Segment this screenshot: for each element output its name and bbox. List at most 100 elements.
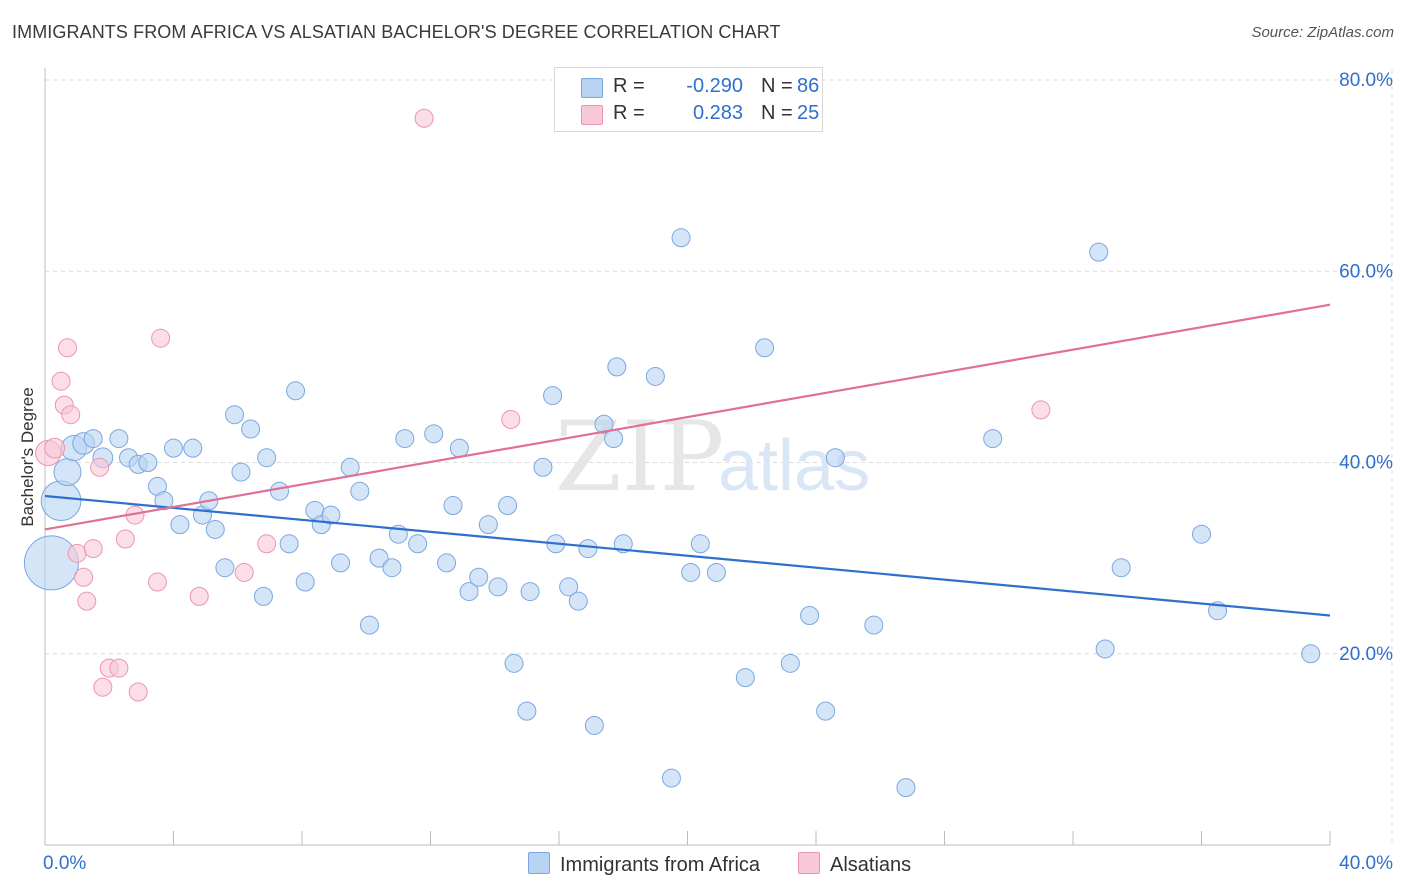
legend-n-value: 86 bbox=[797, 75, 820, 97]
africa-point bbox=[215, 558, 235, 578]
alsatian-point bbox=[115, 529, 135, 549]
y-tick-label: 40.0% bbox=[1339, 453, 1393, 474]
alsatian-point bbox=[189, 586, 209, 606]
africa-point bbox=[488, 577, 508, 597]
africa-point bbox=[690, 534, 710, 554]
africa-point bbox=[350, 481, 370, 501]
africa-point bbox=[321, 505, 341, 525]
alsatian-trend-line bbox=[44, 303, 1331, 531]
africa-point bbox=[183, 438, 203, 458]
x-tick-label: 0.0% bbox=[43, 853, 86, 874]
source-label: Source: ZipAtlas.com bbox=[1251, 24, 1394, 41]
alsatian-point bbox=[77, 591, 97, 611]
africa-point bbox=[83, 429, 103, 449]
y-axis-label: Bachelor's Degree bbox=[18, 387, 37, 526]
africa-point bbox=[443, 496, 463, 516]
africa-point bbox=[825, 448, 845, 468]
africa-point bbox=[1301, 644, 1321, 664]
africa-point bbox=[382, 558, 402, 578]
legend-r-label: R = bbox=[613, 102, 645, 124]
africa-point bbox=[225, 405, 245, 425]
bottom-legend-swatch-pink bbox=[798, 852, 820, 874]
x-tick-label: 40.0% bbox=[1339, 853, 1393, 874]
africa-point bbox=[257, 448, 277, 468]
watermark-zip: ZIP bbox=[555, 401, 724, 513]
africa-point bbox=[369, 548, 389, 568]
africa-point bbox=[578, 539, 598, 559]
africa-point bbox=[517, 701, 537, 721]
chart-title: IMMIGRANTS FROM AFRICA VS ALSATIAN BACHE… bbox=[12, 22, 781, 42]
alsatian-point bbox=[51, 371, 71, 391]
alsatian-point bbox=[109, 658, 129, 678]
africa-point bbox=[780, 653, 800, 673]
africa-point bbox=[437, 553, 457, 573]
bottom-legend-label: Immigrants from Africa bbox=[560, 854, 761, 876]
legend-r-label: R = bbox=[613, 75, 645, 97]
y-tick-label: 60.0% bbox=[1339, 261, 1393, 282]
legend-swatch-blue bbox=[581, 78, 603, 98]
alsatian-point bbox=[414, 108, 434, 128]
legend-n-label: N = bbox=[761, 102, 793, 124]
alsatian-point bbox=[501, 409, 521, 429]
africa-point bbox=[645, 366, 665, 386]
alsatian-point bbox=[83, 539, 103, 559]
legend-r-value: 0.283 bbox=[692, 102, 743, 124]
africa-point bbox=[424, 424, 444, 444]
africa-point bbox=[109, 429, 129, 449]
africa-point bbox=[241, 419, 261, 439]
africa-point bbox=[864, 615, 884, 635]
africa-trend-line bbox=[44, 494, 1331, 617]
alsatian-point bbox=[151, 328, 171, 348]
africa-point bbox=[681, 562, 701, 582]
africa-point bbox=[270, 481, 290, 501]
tick-labels: 20.0% 40.0% 60.0% 80.0% 0.0% 40.0% bbox=[43, 70, 1393, 874]
africa-point bbox=[604, 429, 624, 449]
africa-point bbox=[478, 515, 498, 535]
alsatian-point bbox=[234, 562, 254, 582]
alsatian-point bbox=[61, 405, 81, 425]
alsatian-point bbox=[44, 437, 66, 459]
y-tick-label: 80.0% bbox=[1339, 70, 1393, 91]
trend-lines bbox=[44, 303, 1331, 617]
africa-point bbox=[498, 496, 518, 516]
africa-point bbox=[543, 386, 563, 406]
bottom-legend-africa: Immigrants from Africa bbox=[528, 852, 760, 877]
legend-swatch-pink bbox=[581, 105, 603, 125]
africa-point bbox=[533, 457, 553, 477]
africa-point bbox=[408, 534, 428, 554]
africa-point bbox=[1089, 242, 1109, 262]
alsatian-point bbox=[128, 682, 148, 702]
alsatian-point bbox=[147, 572, 167, 592]
africa-point bbox=[23, 535, 79, 591]
africa-point bbox=[53, 458, 82, 487]
africa-point bbox=[449, 438, 469, 458]
alsatian-point bbox=[67, 543, 87, 563]
africa-point bbox=[164, 438, 183, 458]
alsatian-point bbox=[93, 677, 113, 697]
africa-point bbox=[671, 228, 691, 248]
africa-point bbox=[395, 429, 415, 449]
africa-point bbox=[559, 577, 579, 597]
africa-point bbox=[469, 567, 489, 587]
africa-point bbox=[594, 414, 614, 434]
africa-point bbox=[40, 480, 82, 522]
africa-point bbox=[661, 768, 681, 788]
africa-point bbox=[1095, 639, 1115, 659]
legend-n-value: 25 bbox=[797, 102, 820, 124]
africa-point bbox=[568, 591, 588, 611]
bottom-legend-swatch-blue bbox=[528, 852, 550, 874]
africa-point bbox=[340, 457, 360, 477]
y-tick-label: 20.0% bbox=[1339, 644, 1393, 665]
africa-point bbox=[331, 553, 351, 573]
africa-point bbox=[170, 515, 190, 535]
data-points bbox=[23, 108, 1321, 798]
alsatian-point bbox=[1031, 400, 1051, 420]
stats-legend: R = -0.290 N = 86 R = 0.283 N = 25 bbox=[554, 67, 823, 132]
bottom-legend-label: Alsatians bbox=[830, 854, 912, 876]
africa-point bbox=[359, 615, 379, 635]
africa-point bbox=[816, 701, 836, 721]
alsatian-point bbox=[74, 567, 94, 587]
africa-point bbox=[584, 715, 604, 735]
africa-point bbox=[1192, 524, 1211, 544]
watermark-atlas: atlas bbox=[718, 426, 870, 506]
